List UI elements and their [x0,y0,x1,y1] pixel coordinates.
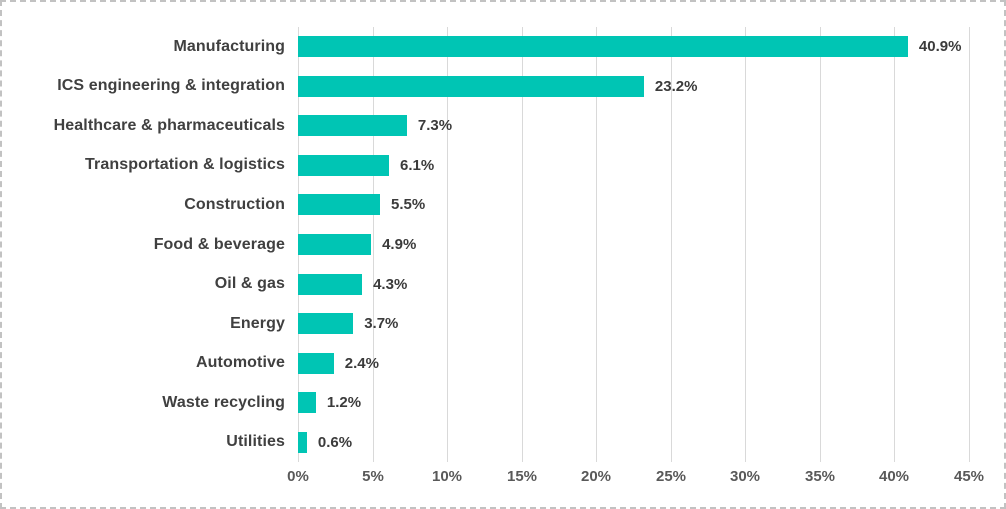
bar [298,194,380,216]
x-tick-label: 35% [804,468,836,485]
bar-track: 7.3% [298,115,969,137]
category-label: Manufacturing [173,37,285,55]
value-label: 3.7% [364,315,399,333]
bar [298,75,644,97]
value-label: 23.2% [654,77,698,95]
category-label: Waste recycling [162,393,285,411]
bar-track: 6.1% [298,154,969,176]
chart-row: Healthcare & pharmaceuticals 7.3% [2,106,1004,146]
value-label: 2.4% [344,354,379,372]
gridline [596,27,597,462]
bar-track: 4.9% [298,234,969,255]
category-label: Transportation & logistics [85,156,285,174]
gridline [522,27,523,462]
chart-row: Energy 3.7% [2,304,1004,344]
value-label: 4.9% [382,236,417,253]
category-label: Energy [230,314,285,332]
chart-row: Construction 5.5% [2,185,1004,225]
gridline [820,27,821,462]
bar-track: 3.7% [298,313,969,335]
bar [298,313,354,335]
gridline [373,27,374,462]
bar [298,392,316,414]
chart-row: Oil & gas 4.3% [2,264,1004,304]
bar [298,36,908,58]
value-label: 0.6% [317,433,353,451]
x-tick-label: 5% [362,468,384,485]
gridline [745,27,746,462]
value-label: 6.1% [400,156,435,174]
x-tick-label: 40% [878,468,910,485]
x-tick-label: 25% [655,468,687,485]
x-tick-label: 45% [953,468,985,485]
chart-row: Waste recycling 1.2% [2,383,1004,423]
bar [298,154,389,176]
category-label: Food & beverage [153,235,285,253]
chart-rows: Manufacturing 40.9% ICS engineering & inte… [2,27,1004,462]
x-tick-label: 0% [287,468,309,485]
bar-track: 23.2% [298,75,969,97]
value-label: 5.5% [391,196,426,214]
bar [298,115,407,137]
chart-row: ICS engineering & integration 23.2% [2,67,1004,107]
bar [298,273,363,295]
chart-row: Transportation & logistics 6.1% [2,146,1004,186]
value-label: 1.2% [326,394,362,412]
chart-row: Automotive 2.4% [2,343,1004,383]
x-axis-ticks: 0% 5% 10% 15% 20% 25% 30% 35% 40% 45% [287,468,984,492]
chart-row: Manufacturing 40.9% [2,27,1004,67]
bar [298,431,307,453]
x-tick-label: 20% [580,468,612,485]
bar-track: 1.2% [298,392,969,414]
bar-track: 0.6% [298,431,969,453]
bar [298,234,372,255]
bar-track: 40.9% [298,36,969,58]
category-label: Oil & gas [214,275,285,293]
category-label: Automotive [196,354,285,372]
value-label: 4.3% [373,275,408,293]
x-tick-label: 10% [431,468,463,485]
category-label: Utilities [226,433,285,451]
gridline [447,27,448,462]
bar [298,352,334,374]
category-label: Construction [184,195,285,213]
value-label: 7.3% [417,117,453,135]
x-tick-label: 15% [506,468,538,485]
category-label: ICS engineering & integration [57,77,285,95]
category-label: Healthcare & pharmaceuticals [53,116,285,134]
value-label: 40.9% [918,38,962,56]
gridline [969,27,970,462]
chart-row: Food & beverage 4.9% [2,225,1004,265]
bar-track: 4.3% [298,273,969,295]
chart-row: Utilities 0.6% [2,422,1004,462]
gridline [894,27,895,462]
bar-track: 2.4% [298,352,969,374]
bar-track: 5.5% [298,194,969,216]
gridline [671,27,672,462]
x-tick-label: 30% [729,468,761,485]
